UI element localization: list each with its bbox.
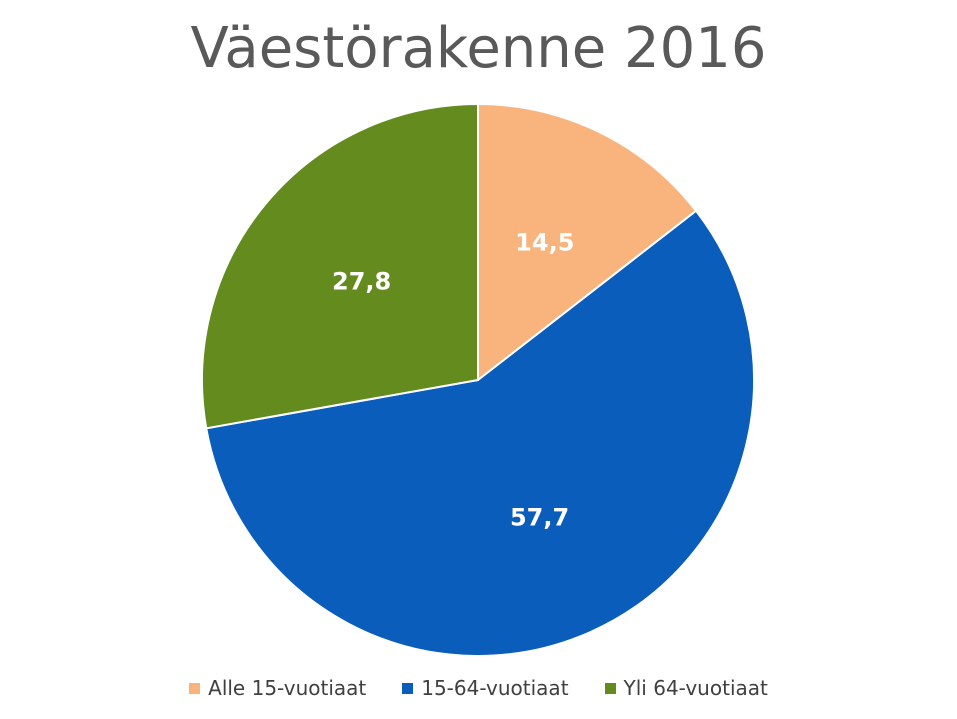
data-label-15-64: 57,7 [510,504,569,532]
chart-title: Väestörakenne 2016 [190,16,767,81]
legend-label-yli-64: Yli 64-vuotiaat [623,676,768,700]
data-label-alle-15: 14,5 [515,229,574,257]
legend-swatch-alle-15 [189,682,201,694]
data-label-yli-64: 27,8 [332,268,391,296]
legend-item-alle-15: Alle 15-vuotiaat [189,676,366,700]
legend-item-yli-64: Yli 64-vuotiaat [604,676,768,700]
chart-legend: Alle 15-vuotiaat 15-64-vuotiaat Yli 64-v… [0,676,957,700]
pie-slice-alle-15 [477,102,698,383]
pie-slice-15-64 [205,209,755,657]
legend-swatch-15-64 [402,682,414,694]
legend-swatch-yli-64 [604,682,616,694]
legend-item-15-64: 15-64-vuotiaat [402,676,569,700]
legend-label-15-64: 15-64-vuotiaat [421,676,569,700]
pie-slice-yli-64 [201,102,479,430]
legend-label-alle-15: Alle 15-vuotiaat [208,676,367,700]
